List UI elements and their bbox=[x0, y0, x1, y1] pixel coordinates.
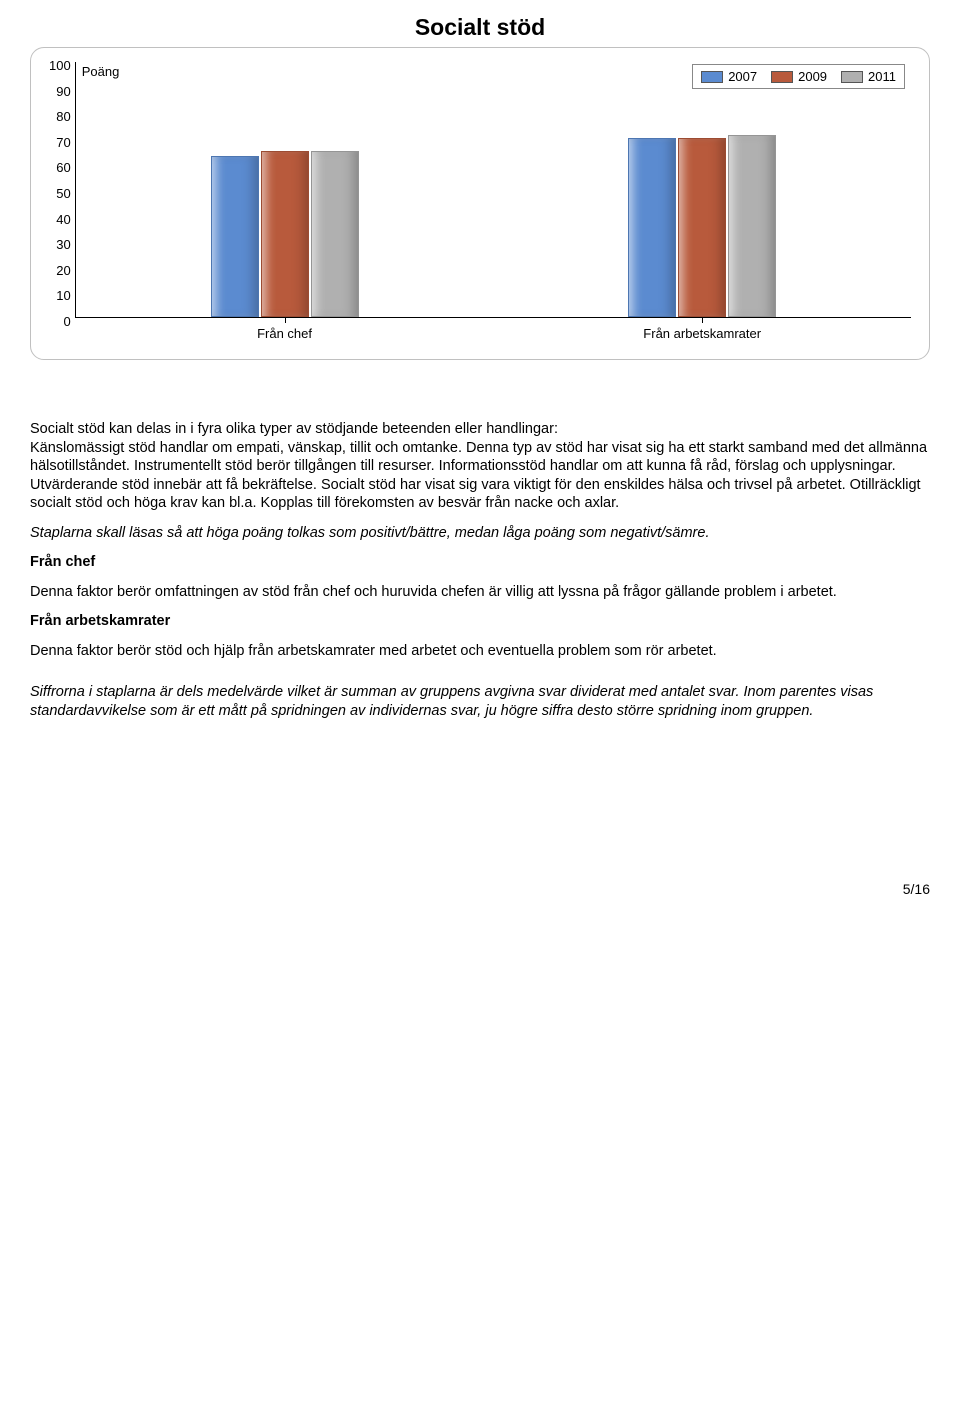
chart-title: Socialt stöd bbox=[30, 14, 930, 41]
y-axis: 100 90 80 70 60 50 40 30 20 10 0 bbox=[49, 66, 75, 322]
body-text: Socialt stöd kan delas in i fyra olika t… bbox=[30, 420, 930, 721]
paragraph: Denna faktor berör stöd och hjälp från a… bbox=[30, 642, 930, 661]
bar-group bbox=[493, 62, 911, 317]
bar bbox=[728, 135, 776, 317]
paragraph: Socialt stöd kan delas in i fyra olika t… bbox=[30, 420, 930, 513]
bar bbox=[261, 151, 309, 317]
x-label: Från chef bbox=[76, 318, 494, 341]
chart-frame: 100 90 80 70 60 50 40 30 20 10 0 Poäng 2… bbox=[30, 47, 930, 360]
subheading: Från arbetskamrater bbox=[30, 612, 930, 631]
paragraph-italic: Siffrorna i staplarna är dels medelvärde… bbox=[30, 683, 930, 720]
bar bbox=[678, 138, 726, 317]
bar bbox=[211, 156, 259, 317]
x-label: Från arbetskamrater bbox=[493, 318, 911, 341]
bar bbox=[311, 151, 359, 317]
paragraph: Denna faktor berör omfattningen av stöd … bbox=[30, 583, 930, 602]
paragraph-italic: Staplarna skall läsas så att höga poäng … bbox=[30, 524, 930, 543]
page-number: 5/16 bbox=[30, 881, 930, 897]
x-axis: Från chef Från arbetskamrater bbox=[76, 318, 911, 341]
bar-group bbox=[76, 62, 494, 317]
bar bbox=[628, 138, 676, 317]
subheading: Från chef bbox=[30, 553, 930, 572]
plot-area: Poäng 2007 2009 2011 bbox=[75, 62, 911, 318]
